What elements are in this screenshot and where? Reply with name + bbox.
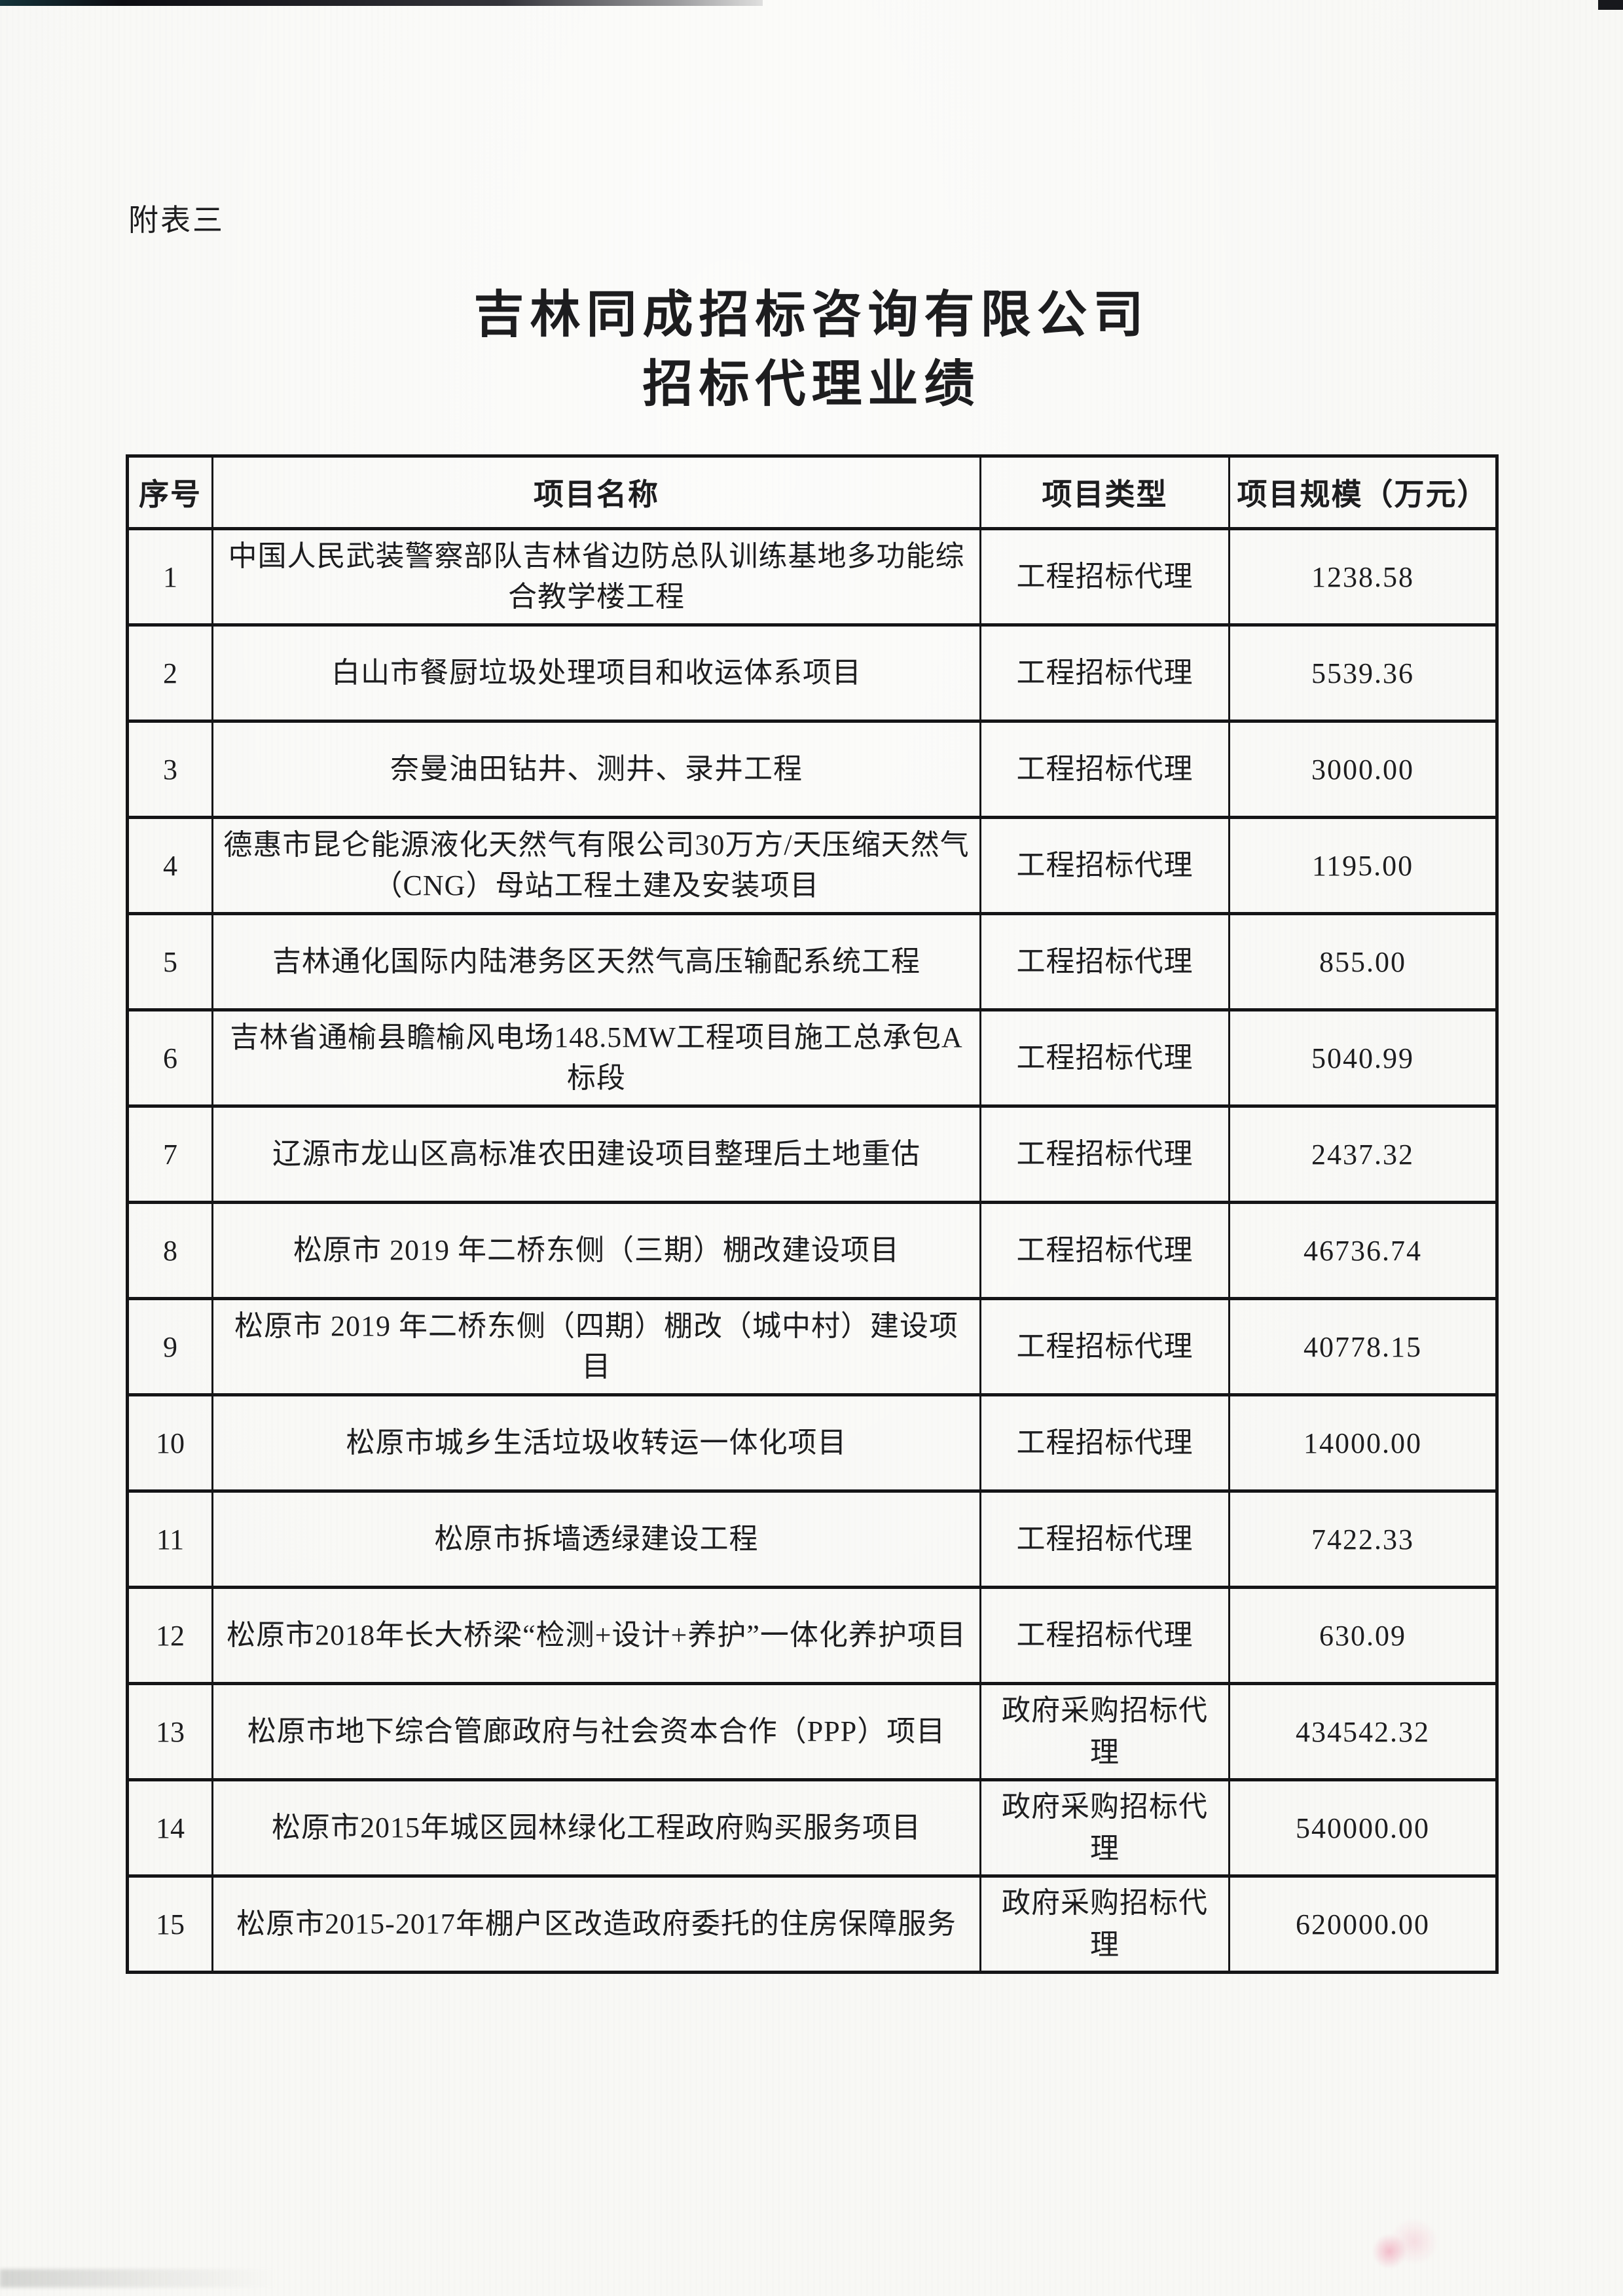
column-header-project-type: 项目类型: [979, 454, 1230, 530]
project-type-cell: 工程招标代理: [979, 1201, 1230, 1300]
row-number-cell: 11: [126, 1489, 213, 1589]
row-number-cell: 6: [126, 1008, 213, 1108]
table-row: 13 松原市地下综合管廊政府与社会资本合作（PPP）项目 政府采购招标代理 43454…: [126, 1682, 1498, 1781]
project-scale-cell: 1238.58: [1228, 527, 1498, 627]
row-number-cell: 12: [126, 1586, 213, 1685]
project-name-cell: 松原市拆墙透绿建设工程: [211, 1489, 981, 1589]
project-scale-cell: 620000.00: [1228, 1874, 1498, 1974]
table-row: 2 白山市餐厨垃圾处理项目和收运体系项目 工程招标代理 5539.36: [126, 623, 1498, 723]
table-row: 10 松原市城乡生活垃圾收转运一体化项目 工程招标代理 14000.00: [126, 1393, 1498, 1493]
project-scale-cell: 3000.00: [1228, 720, 1498, 819]
table-row: 6 吉林省通榆县瞻榆风电场148.5MW工程项目施工总承包A标段 工程招标代理 504…: [126, 1008, 1498, 1108]
project-type-cell: 工程招标代理: [979, 1104, 1230, 1204]
project-type-cell: 工程招标代理: [979, 527, 1230, 627]
column-header-project-scale: 项目规模（万元）: [1228, 454, 1498, 530]
project-scale-cell: 1195.00: [1228, 816, 1498, 915]
project-type-cell: 工程招标代理: [979, 1008, 1230, 1108]
scan-streak-bottom: [0, 2269, 308, 2287]
document-title: 吉林同成招标咨询有限公司 招标代理业绩: [0, 280, 1623, 419]
project-name-cell: 吉林通化国际内陆港务区天然气高压输配系统工程: [211, 912, 981, 1011]
project-name-cell: 吉林省通榆县瞻榆风电场148.5MW工程项目施工总承包A标段: [211, 1008, 981, 1108]
project-scale-cell: 630.09: [1228, 1586, 1498, 1685]
performance-table-body: 1 中国人民武装警察部队吉林省边防总队训练基地多功能综合教学楼工程 工程招标代理 12…: [126, 527, 1498, 1974]
row-number-cell: 5: [126, 912, 213, 1011]
project-scale-cell: 46736.74: [1228, 1201, 1498, 1300]
project-scale-cell: 5539.36: [1228, 623, 1498, 723]
project-scale-cell: 2437.32: [1228, 1104, 1498, 1204]
project-name-cell: 德惠市昆仑能源液化天然气有限公司30万方/天压缩天然气（CNG）母站工程土建及安…: [211, 816, 981, 915]
project-name-cell: 松原市2015-2017年棚户区改造政府委托的住房保障服务: [211, 1874, 981, 1974]
row-number-cell: 10: [126, 1393, 213, 1493]
column-header-index: 序号: [126, 454, 213, 530]
row-number-cell: 1: [126, 527, 213, 627]
row-number-cell: 9: [126, 1297, 213, 1396]
row-number-cell: 8: [126, 1201, 213, 1300]
project-type-cell: 政府采购招标代理: [979, 1874, 1230, 1974]
project-name-cell: 松原市 2019 年二桥东侧（三期）棚改建设项目: [211, 1201, 981, 1300]
pink-ink-smudge: [1353, 2196, 1455, 2296]
project-scale-cell: 855.00: [1228, 912, 1498, 1011]
project-name-cell: 中国人民武装警察部队吉林省边防总队训练基地多功能综合教学楼工程: [211, 527, 981, 627]
table-header-row: 序号 项目名称 项目类型 项目规模（万元）: [126, 454, 1498, 530]
attachment-label: 附表三: [128, 204, 225, 237]
project-name-cell: 松原市2018年长大桥梁“检测+设计+养护”一体化养护项目: [211, 1586, 981, 1685]
row-number-cell: 15: [126, 1874, 213, 1974]
row-number-cell: 13: [126, 1682, 213, 1781]
row-number-cell: 2: [126, 623, 213, 723]
table-row: 15 松原市2015-2017年棚户区改造政府委托的住房保障服务 政府采购招标代理 6…: [126, 1874, 1498, 1974]
project-name-cell: 松原市2015年城区园林绿化工程政府购买服务项目: [211, 1778, 981, 1878]
scan-edge-artifact-top: [0, 0, 763, 6]
project-type-cell: 工程招标代理: [979, 1586, 1230, 1685]
project-type-cell: 政府采购招标代理: [979, 1682, 1230, 1781]
project-name-cell: 辽源市龙山区高标准农田建设项目整理后土地重估: [211, 1104, 981, 1204]
table-row: 9 松原市 2019 年二桥东侧（四期）棚改（城中村）建设项目 工程招标代理 4077…: [126, 1297, 1498, 1396]
project-type-cell: 工程招标代理: [979, 1297, 1230, 1396]
project-scale-cell: 7422.33: [1228, 1489, 1498, 1589]
row-number-cell: 14: [126, 1778, 213, 1878]
row-number-cell: 4: [126, 816, 213, 915]
table-row: 4 德惠市昆仑能源液化天然气有限公司30万方/天压缩天然气（CNG）母站工程土建及…: [126, 816, 1498, 915]
project-scale-cell: 540000.00: [1228, 1778, 1498, 1878]
title-line-company: 吉林同成招标咨询有限公司: [473, 287, 1150, 343]
table-row: 1 中国人民武装警察部队吉林省边防总队训练基地多功能综合教学楼工程 工程招标代理 12…: [126, 527, 1498, 627]
project-type-cell: 工程招标代理: [979, 1489, 1230, 1589]
project-type-cell: 政府采购招标代理: [979, 1778, 1230, 1878]
project-name-cell: 奈曼油田钻井、测井、录井工程: [211, 720, 981, 819]
performance-table: 序号 项目名称 项目类型 项目规模（万元） 1 中国人民武装警察部队吉林省边防总队…: [126, 454, 1499, 1974]
project-type-cell: 工程招标代理: [979, 1393, 1230, 1493]
project-name-cell: 白山市餐厨垃圾处理项目和收运体系项目: [211, 623, 981, 723]
column-header-project-name: 项目名称: [211, 454, 981, 530]
project-type-cell: 工程招标代理: [979, 623, 1230, 723]
table-row: 5 吉林通化国际内陆港务区天然气高压输配系统工程 工程招标代理 855.00: [126, 912, 1498, 1011]
table-row: 3 奈曼油田钻井、测井、录井工程 工程招标代理 3000.00: [126, 720, 1498, 819]
table-row: 7 辽源市龙山区高标准农田建设项目整理后土地重估 工程招标代理 2437.32: [126, 1104, 1498, 1204]
project-type-cell: 工程招标代理: [979, 816, 1230, 915]
table-row: 12 松原市2018年长大桥梁“检测+设计+养护”一体化养护项目 工程招标代理 630…: [126, 1586, 1498, 1685]
row-number-cell: 7: [126, 1104, 213, 1204]
project-name-cell: 松原市城乡生活垃圾收转运一体化项目: [211, 1393, 981, 1493]
project-scale-cell: 5040.99: [1228, 1008, 1498, 1108]
title-line-subject: 招标代理业绩: [642, 356, 981, 412]
project-scale-cell: 434542.32: [1228, 1682, 1498, 1781]
table-row: 8 松原市 2019 年二桥东侧（三期）棚改建设项目 工程招标代理 46736.74: [126, 1201, 1498, 1300]
project-scale-cell: 40778.15: [1228, 1297, 1498, 1396]
project-name-cell: 松原市 2019 年二桥东侧（四期）棚改（城中村）建设项目: [211, 1297, 981, 1396]
project-scale-cell: 14000.00: [1228, 1393, 1498, 1493]
table-row: 14 松原市2015年城区园林绿化工程政府购买服务项目 政府采购招标代理 540000…: [126, 1778, 1498, 1878]
project-name-cell: 松原市地下综合管廊政府与社会资本合作（PPP）项目: [211, 1682, 981, 1781]
scan-edge-artifact-corner: [1598, 0, 1623, 10]
project-type-cell: 工程招标代理: [979, 912, 1230, 1011]
project-type-cell: 工程招标代理: [979, 720, 1230, 819]
table-row: 11 松原市拆墙透绿建设工程 工程招标代理 7422.33: [126, 1489, 1498, 1589]
row-number-cell: 3: [126, 720, 213, 819]
